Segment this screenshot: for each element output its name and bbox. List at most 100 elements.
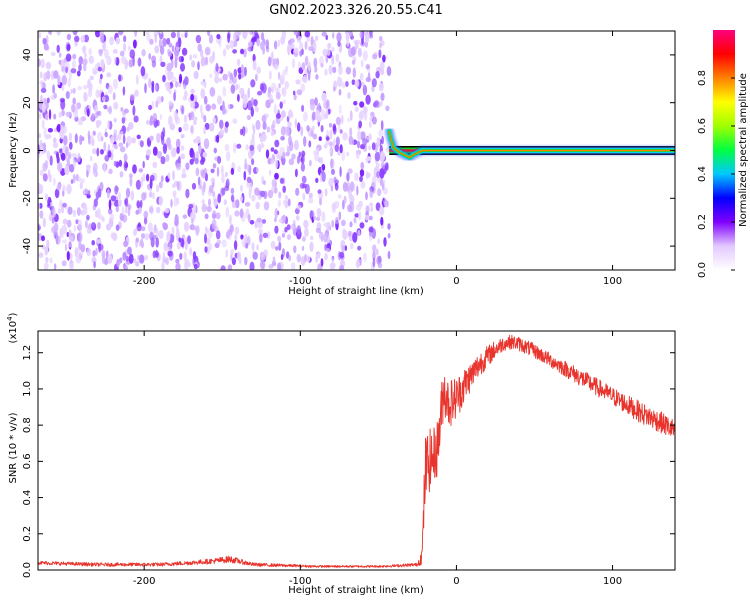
noise-speckle: [60, 59, 65, 65]
noise-speckle: [339, 129, 343, 134]
noise-speckle: [218, 39, 222, 48]
noise-speckle: [192, 251, 197, 260]
colorbar-tick-label: 0.0: [697, 262, 708, 278]
noise-speckle: [231, 76, 237, 85]
noise-speckle: [170, 31, 176, 39]
noise-speckle: [211, 103, 217, 110]
noise-speckle: [287, 146, 291, 156]
noise-speckle: [319, 56, 324, 66]
noise-speckle: [127, 246, 132, 255]
noise-speckle: [108, 199, 112, 210]
noise-speckle: [172, 183, 176, 189]
noise-speckle: [78, 56, 84, 65]
y-tick-label: 0.2: [22, 526, 33, 542]
noise-speckle: [122, 86, 126, 96]
noise-speckle: [238, 257, 242, 265]
y-tick-label: 0: [22, 147, 33, 153]
noise-speckle: [65, 53, 72, 62]
noise-speckle: [175, 226, 179, 232]
noise-speckle: [48, 109, 52, 120]
noise-speckle: [108, 222, 112, 230]
noise-speckle: [269, 70, 272, 80]
noise-speckle: [284, 195, 289, 201]
noise-speckle: [172, 170, 175, 181]
noise-speckle: [216, 134, 220, 143]
noise-speckle: [86, 247, 92, 257]
noise-speckle: [370, 111, 375, 118]
noise-speckle: [64, 165, 70, 176]
noise-speckle: [122, 134, 126, 145]
noise-speckle: [380, 161, 386, 170]
noise-speckle: [100, 59, 105, 69]
noise-speckle: [40, 58, 45, 69]
noise-speckle: [255, 201, 260, 210]
noise-speckle: [61, 75, 67, 86]
noise-speckle: [339, 251, 345, 259]
noise-speckle: [230, 194, 235, 203]
noise-speckle: [262, 180, 266, 186]
noise-speckle: [359, 222, 365, 229]
noise-speckle: [254, 220, 258, 229]
noise-speckle: [194, 157, 199, 165]
noise-speckle: [107, 254, 113, 264]
noise-speckle: [171, 76, 177, 83]
noise-speckle: [302, 74, 308, 84]
noise-speckle: [123, 160, 128, 172]
noise-speckle: [381, 135, 384, 145]
noise-speckle: [74, 35, 80, 43]
noise-speckle: [321, 92, 327, 102]
noise-speckle: [242, 126, 246, 137]
noise-speckle: [323, 143, 328, 149]
noise-speckle: [66, 184, 72, 195]
noise-speckle: [152, 250, 157, 259]
noise-speckle: [97, 221, 101, 230]
noise-speckle: [370, 206, 374, 212]
noise-speckle: [270, 147, 275, 152]
noise-speckle: [233, 142, 237, 154]
noise-speckle: [215, 230, 221, 240]
noise-speckle: [150, 237, 155, 248]
noise-speckle: [62, 218, 68, 225]
noise-speckle: [247, 213, 251, 223]
noise-speckle: [240, 64, 244, 73]
noise-speckle: [95, 191, 99, 201]
noise-speckle: [267, 86, 272, 93]
noise-speckle: [358, 211, 362, 221]
noise-speckle: [69, 262, 74, 270]
noise-speckle: [273, 103, 277, 115]
noise-speckle: [359, 101, 365, 108]
noise-speckle: [259, 135, 264, 143]
noise-speckle: [341, 219, 346, 227]
noise-speckle: [88, 134, 91, 145]
noise-speckle: [190, 100, 196, 109]
noise-speckle: [282, 69, 288, 76]
noise-speckle: [374, 100, 379, 107]
noise-speckle: [176, 146, 180, 154]
noise-speckle: [277, 262, 282, 270]
noise-speckle: [346, 172, 350, 182]
noise-speckle: [369, 34, 373, 39]
noise-speckle: [251, 36, 257, 42]
noise-speckle: [160, 156, 166, 165]
noise-speckle: [53, 70, 59, 79]
noise-speckle: [234, 226, 240, 235]
colorbar-label: Normalized spectral amplitude: [738, 73, 749, 227]
noise-speckle: [133, 228, 138, 235]
noise-speckle: [143, 210, 149, 219]
noise-speckle: [79, 134, 83, 146]
noise-speckle: [175, 81, 178, 88]
noise-speckle: [181, 47, 188, 56]
noise-speckle: [309, 101, 316, 111]
noise-speckle: [162, 222, 168, 231]
noise-speckle: [113, 117, 117, 123]
noise-speckle: [132, 105, 136, 116]
y-tick-label: 1.2: [22, 345, 33, 361]
noise-speckle: [190, 125, 194, 134]
noise-speckle: [198, 184, 203, 190]
noise-speckle: [315, 177, 319, 183]
noise-speckle: [56, 151, 59, 160]
noise-speckle: [362, 50, 368, 61]
noise-speckle: [356, 140, 361, 149]
noise-speckle: [261, 114, 267, 123]
noise-speckle: [117, 131, 122, 141]
